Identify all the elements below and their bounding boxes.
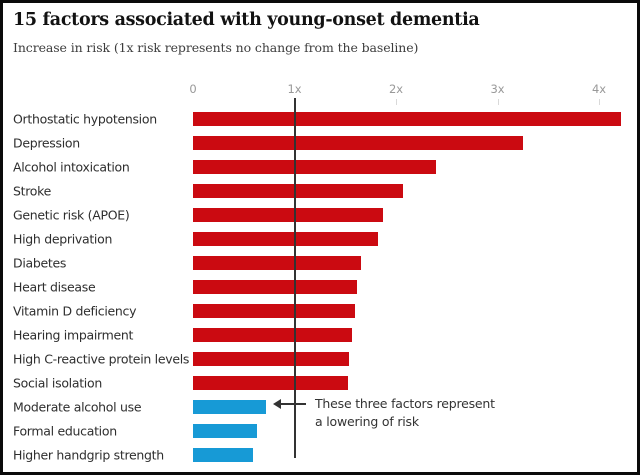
factor-bar-increase: [193, 376, 349, 390]
x-tick-label-2x: 2x: [388, 82, 404, 96]
factor-label: Alcohol intoxication: [13, 159, 130, 175]
baseline-1x-line: [293, 98, 296, 458]
bar-row: High deprivation: [3, 227, 637, 251]
chart-subtitle: Increase in risk (1x risk represents no …: [13, 40, 419, 55]
factor-label: High deprivation: [13, 231, 113, 247]
factor-label: Vitamin D deficiency: [13, 303, 137, 319]
factor-bar-increase: [193, 328, 353, 342]
x-tick-label-1x: 1x: [287, 82, 302, 96]
factor-bar-increase: [193, 184, 404, 198]
factor-bar-decrease: [193, 448, 253, 462]
bar-row: High C-reactive protein levels: [3, 347, 637, 371]
x-tick-mark-2x: [396, 99, 397, 105]
plot-area: 0 1x 2x 3x 4x Orthostatic hypotension Depress…: [3, 3, 637, 472]
factor-label: Heart disease: [13, 279, 96, 295]
annotation-arrow-tail: [281, 403, 306, 405]
factor-label: Moderate alcohol use: [13, 399, 142, 415]
factor-bar-increase: [193, 352, 350, 366]
factor-bar-increase: [193, 136, 523, 150]
annotation-arrow-left-icon: [273, 399, 281, 409]
factor-label: Stroke: [13, 183, 52, 199]
factor-label: Higher handgrip strength: [13, 447, 164, 463]
bar-row: Depression: [3, 131, 637, 155]
factor-label: Genetic risk (APOE): [13, 207, 130, 223]
bar-row: Formal education: [3, 419, 637, 443]
factor-bar-increase: [193, 232, 378, 246]
x-tick-label-0: 0: [189, 82, 197, 96]
factor-bar-increase: [193, 160, 436, 174]
x-tick-label-3x: 3x: [490, 82, 505, 96]
factor-label: Depression: [13, 135, 80, 151]
x-tick-label-4x: 4x: [591, 82, 607, 96]
factor-bar-increase: [193, 304, 356, 318]
bar-row: Diabetes: [3, 251, 637, 275]
x-tick-mark-4x: [599, 99, 600, 105]
chart-title: 15 factors associated with young-onset d…: [13, 10, 480, 30]
bar-row: Stroke: [3, 179, 637, 203]
factor-bar-increase: [193, 256, 362, 270]
bar-rows: Orthostatic hypotension Depression Alcohol…: [3, 107, 637, 467]
factor-bar-decrease: [193, 400, 267, 414]
bar-row: Hearing impairment: [3, 323, 637, 347]
bar-row: Social isolation: [3, 371, 637, 395]
factor-bar-increase: [193, 208, 383, 222]
factor-label: Formal education: [13, 423, 117, 439]
factor-label: Orthostatic hypotension: [13, 111, 157, 127]
factor-label: Hearing impairment: [13, 327, 134, 343]
bar-row: Higher handgrip strength: [3, 443, 637, 467]
factor-label: High C-reactive protein levels: [13, 351, 190, 367]
annotation-line-2: a lowering of risk: [315, 413, 419, 429]
factor-label: Diabetes: [13, 255, 67, 271]
factor-bar-increase: [193, 112, 622, 126]
bar-row: Orthostatic hypotension: [3, 107, 637, 131]
bar-row: Heart disease: [3, 275, 637, 299]
factor-bar-decrease: [193, 424, 257, 438]
annotation-line-1: These three factors represent: [315, 396, 495, 411]
factor-label: Social isolation: [13, 375, 102, 391]
bar-row: Moderate alcohol use: [3, 395, 637, 419]
bar-row: Genetic risk (APOE): [3, 203, 637, 227]
bar-row: Vitamin D deficiency: [3, 299, 637, 323]
factor-bar-increase: [193, 280, 358, 294]
x-tick-mark-3x: [497, 99, 499, 105]
annotation-text: These three factors represent a lowering…: [315, 395, 495, 430]
bar-row: Alcohol intoxication: [3, 155, 637, 179]
